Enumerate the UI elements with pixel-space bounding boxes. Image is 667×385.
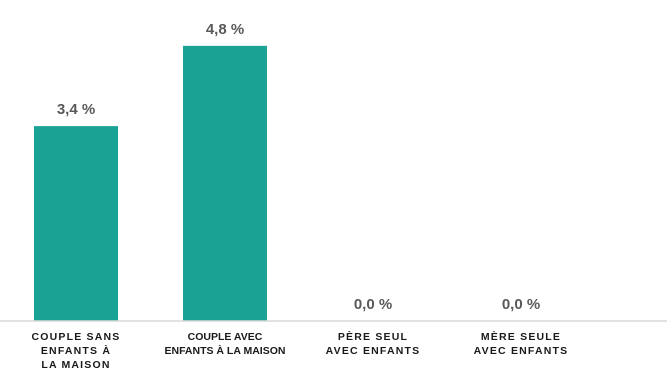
value-label-mere-seule: 0,0 % (502, 296, 540, 313)
value-label-couple-sans-enfants: 3,4 % (57, 101, 95, 118)
value-label-couple-avec-enfants: 4,8 % (206, 21, 244, 38)
bars-layer (34, 45, 267, 321)
value-labels-layer: 3,4 % 4,8 % 0,0 % 0,0 % (57, 21, 540, 313)
bar-couple-sans-enfants (34, 126, 118, 321)
category-label-pere-seul: PÈRE SEUL AVEC ENFANTS (325, 331, 421, 357)
category-label-couple-sans-enfants: COUPLE SANS ENFANTS À LA MAISON (31, 331, 121, 371)
bar-couple-avec-enfants (183, 45, 267, 321)
category-label-couple-avec-enfants: COUPLE AVEC ENFANTS À LA MAISON (164, 331, 286, 357)
value-label-pere-seul: 0,0 % (354, 296, 392, 313)
category-label-mere-seule: MÈRE SEULE AVEC ENFANTS (473, 331, 569, 357)
